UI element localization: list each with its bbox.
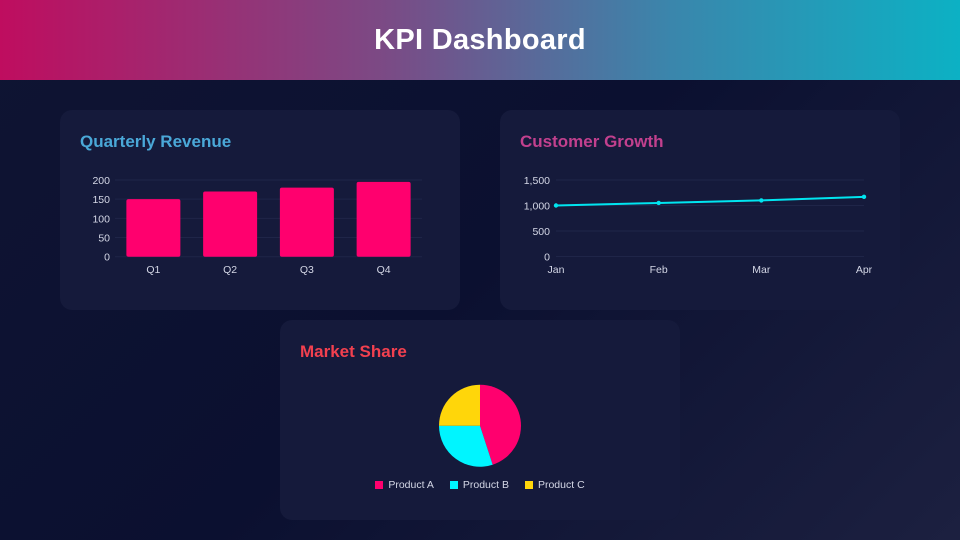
legend-label: Product B — [462, 479, 509, 491]
y-tick-label: 100 — [92, 213, 110, 225]
x-tick-label: Jan — [548, 264, 565, 276]
pie-slice-product-c — [439, 384, 480, 426]
bar-Q3 — [279, 187, 334, 257]
bar-Q1 — [126, 199, 181, 257]
pie-legend: Product A Product B Product C — [280, 479, 680, 491]
header: KPI Dashboard — [0, 0, 960, 80]
revenue-chart: 0 50 100 150 200 Q1 Q2 Q3 Q4 — [92, 175, 422, 276]
data-point-Jan — [553, 203, 559, 208]
growth-title: Customer Growth — [520, 132, 664, 151]
series-line — [555, 195, 865, 207]
legend-swatch — [449, 481, 458, 489]
data-point-Apr — [861, 194, 867, 200]
market-title: Market Share — [300, 342, 407, 361]
data-point-Mar — [759, 198, 764, 203]
market-chart — [439, 384, 521, 467]
bar-Q4 — [356, 181, 411, 257]
pie-slice-product-b — [439, 425, 493, 467]
y-tick-label: 1,000 — [524, 201, 550, 213]
page-title: KPI Dashboard — [374, 23, 586, 56]
x-tick-label: Q4 — [377, 264, 391, 276]
y-tick-label: 1,500 — [524, 175, 550, 187]
x-tick-label: Mar — [752, 264, 771, 276]
growth-chart: 0 500 1,000 1,500 Jan Feb Mar Apr — [524, 175, 873, 276]
revenue-card: Quarterly Revenue 0 50 100 150 200 Q1 Q2 Q3 Q4 — [60, 110, 460, 310]
y-tick-label: 200 — [92, 175, 110, 187]
y-tick-label: 0 — [104, 252, 110, 264]
bar-Q2 — [203, 191, 258, 257]
market-card: Market Share Product A Product B Product C — [280, 320, 680, 520]
pie-slice-product-a — [480, 384, 521, 465]
legend-label: Product C — [537, 479, 585, 491]
revenue-title: Quarterly Revenue — [80, 132, 232, 151]
legend-swatch — [524, 481, 533, 489]
legend-item: Product A — [375, 479, 434, 491]
y-tick-label: 50 — [98, 233, 110, 245]
x-tick-label: Apr — [856, 264, 873, 276]
legend-label: Product A — [388, 479, 434, 491]
x-tick-label: Feb — [650, 264, 668, 276]
legend-swatch — [375, 481, 384, 489]
x-tick-label: Q1 — [146, 264, 160, 276]
data-point-Feb — [656, 200, 661, 206]
x-tick-label: Q2 — [223, 264, 237, 276]
growth-card: Customer Growth 0 500 1,000 1,500 Jan Feb Mar A… — [500, 110, 900, 310]
y-tick-label: 150 — [92, 194, 110, 206]
x-tick-label: Q3 — [300, 264, 314, 276]
legend-item: Product B — [449, 479, 509, 491]
legend-item: Product C — [524, 479, 585, 491]
y-tick-label: 500 — [532, 226, 550, 238]
y-tick-label: 0 — [544, 252, 550, 264]
